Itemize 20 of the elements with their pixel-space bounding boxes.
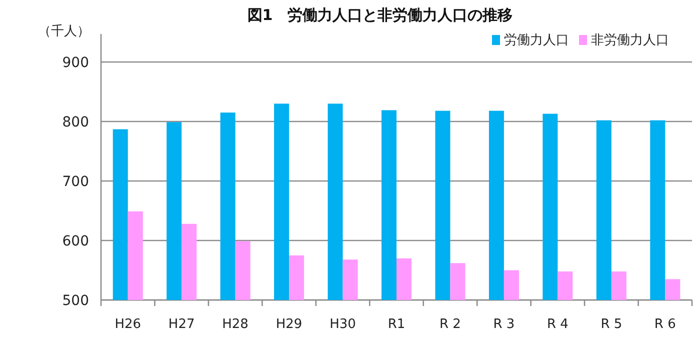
- x-tick-label: H30: [330, 317, 356, 332]
- x-tick-label: R 5: [600, 317, 622, 332]
- x-tick-label: R 3: [493, 317, 515, 332]
- y-tick-label: 700: [62, 174, 89, 190]
- y-tick-label: 500: [62, 293, 89, 309]
- x-tick-label: H26: [114, 317, 142, 332]
- legend-label: 労働力人口: [504, 33, 569, 48]
- x-tick-label: R1: [388, 317, 406, 332]
- y-tick-label: 800: [62, 114, 89, 130]
- x-tick-label: H28: [222, 317, 248, 332]
- y-tick-label: 600: [62, 234, 89, 250]
- x-tick-label: H29: [276, 317, 302, 332]
- x-tick-label: R 2: [440, 317, 461, 332]
- x-tick-label: R 4: [546, 317, 568, 332]
- legend-label: 非労働力人口: [591, 33, 669, 48]
- x-tick-label: R 6: [654, 317, 676, 332]
- chart-title: 図1 労働力人口と非労働力人口の推移: [247, 6, 513, 24]
- x-tick-label: H27: [168, 317, 195, 332]
- y-axis-title: （千人）: [38, 24, 90, 39]
- y-tick-label: 900: [62, 55, 89, 71]
